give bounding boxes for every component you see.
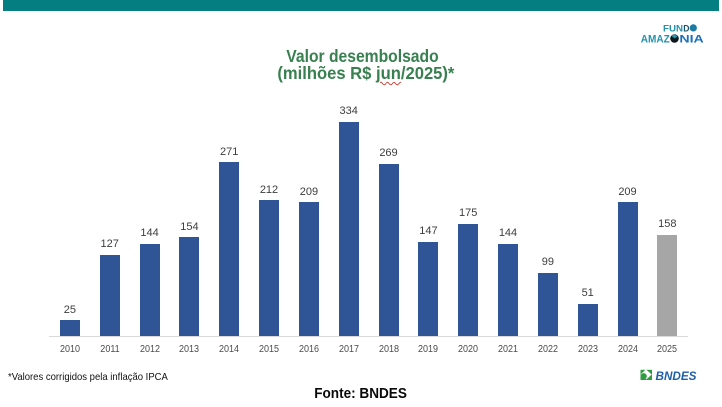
svg-text:BNDES: BNDES	[656, 369, 698, 382]
svg-text:FUN: FUN	[663, 23, 683, 34]
svg-text:D: D	[683, 23, 689, 34]
svg-text:AMAZ: AMAZ	[641, 34, 670, 46]
svg-text:NIA: NIA	[679, 34, 703, 46]
